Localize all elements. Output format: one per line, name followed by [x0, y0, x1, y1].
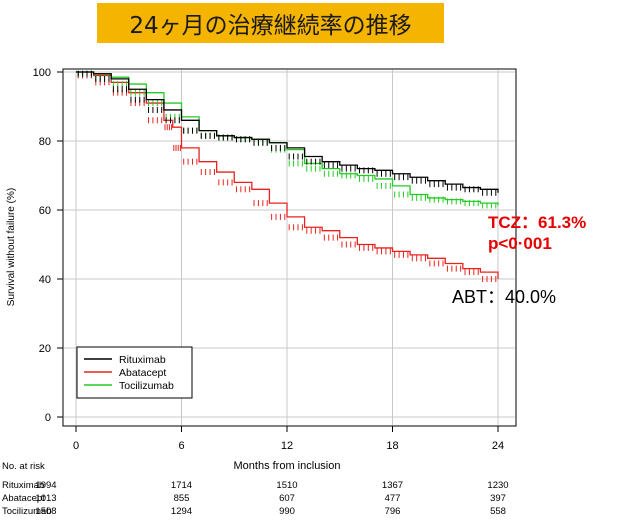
- legend: Rituximab Abatacept Tocilizumab: [76, 346, 193, 399]
- series-lines: [76, 70, 499, 282]
- y-tick-label: 100: [33, 67, 51, 79]
- y-tick-label: 0: [45, 412, 51, 424]
- risk-cell: 1714: [171, 480, 192, 491]
- abt-rate-annotation: ABT：40.0%: [452, 287, 556, 307]
- risk-table-heading: No. at risk: [2, 461, 45, 472]
- risk-cell: 1994: [35, 480, 56, 491]
- tcz-p-value: p<0·001: [488, 234, 552, 253]
- x-tick-label: 24: [492, 440, 504, 452]
- risk-cell: 796: [385, 506, 401, 517]
- x-tick-label: 12: [281, 440, 293, 452]
- grid-lines: [64, 70, 515, 425]
- risk-row-label: Abatacept: [2, 493, 45, 504]
- legend-label-abatacept: Abatacept: [119, 367, 166, 379]
- risk-row-label: Tocilizumab: [2, 506, 52, 517]
- series-line-abatacept: [76, 71, 499, 279]
- x-tick-label: 0: [73, 440, 79, 452]
- risk-cell: 477: [385, 493, 401, 504]
- risk-cell: 1013: [35, 493, 56, 504]
- risk-cell: 1367: [382, 480, 403, 491]
- legend-box: [76, 346, 193, 399]
- y-tick-label: 20: [39, 343, 51, 355]
- risk-cell: 855: [174, 493, 190, 504]
- y-axis-label: Survival without failure (%): [6, 188, 17, 306]
- page-title: 24ヶ月の治療継続率の推移: [129, 13, 412, 39]
- x-tick-label: 18: [386, 440, 398, 452]
- risk-row-label: Rituximab: [2, 480, 44, 491]
- series-line-rituximab: [76, 71, 499, 193]
- risk-cell: 397: [490, 493, 506, 504]
- plot-frame: [62, 68, 517, 427]
- risk-cell: 990: [279, 506, 295, 517]
- risk-cell: 1294: [171, 506, 192, 517]
- y-tick-label: 60: [39, 205, 51, 217]
- title-banner: 24ヶ月の治療継続率の推移: [97, 3, 444, 43]
- y-tick-label: 80: [39, 136, 51, 148]
- risk-cell: 1230: [487, 480, 508, 491]
- legend-label-rituximab: Rituximab: [119, 354, 166, 366]
- y-tick-label: 40: [39, 274, 51, 286]
- x-axis-label: Months from inclusion: [234, 460, 341, 472]
- x-tick-label: 6: [178, 440, 184, 452]
- axes: 0 20 40 60 80 100 0 6 12 18 24: [33, 67, 504, 452]
- risk-cell: 558: [490, 506, 506, 517]
- risk-cell: 1510: [276, 480, 297, 491]
- risk-cell: 1508: [35, 506, 56, 517]
- legend-label-tocilizumab: Tocilizumab: [119, 380, 174, 392]
- tcz-rate-annotation: TCZ：61.3%: [488, 213, 586, 232]
- risk-cell: 607: [279, 493, 295, 504]
